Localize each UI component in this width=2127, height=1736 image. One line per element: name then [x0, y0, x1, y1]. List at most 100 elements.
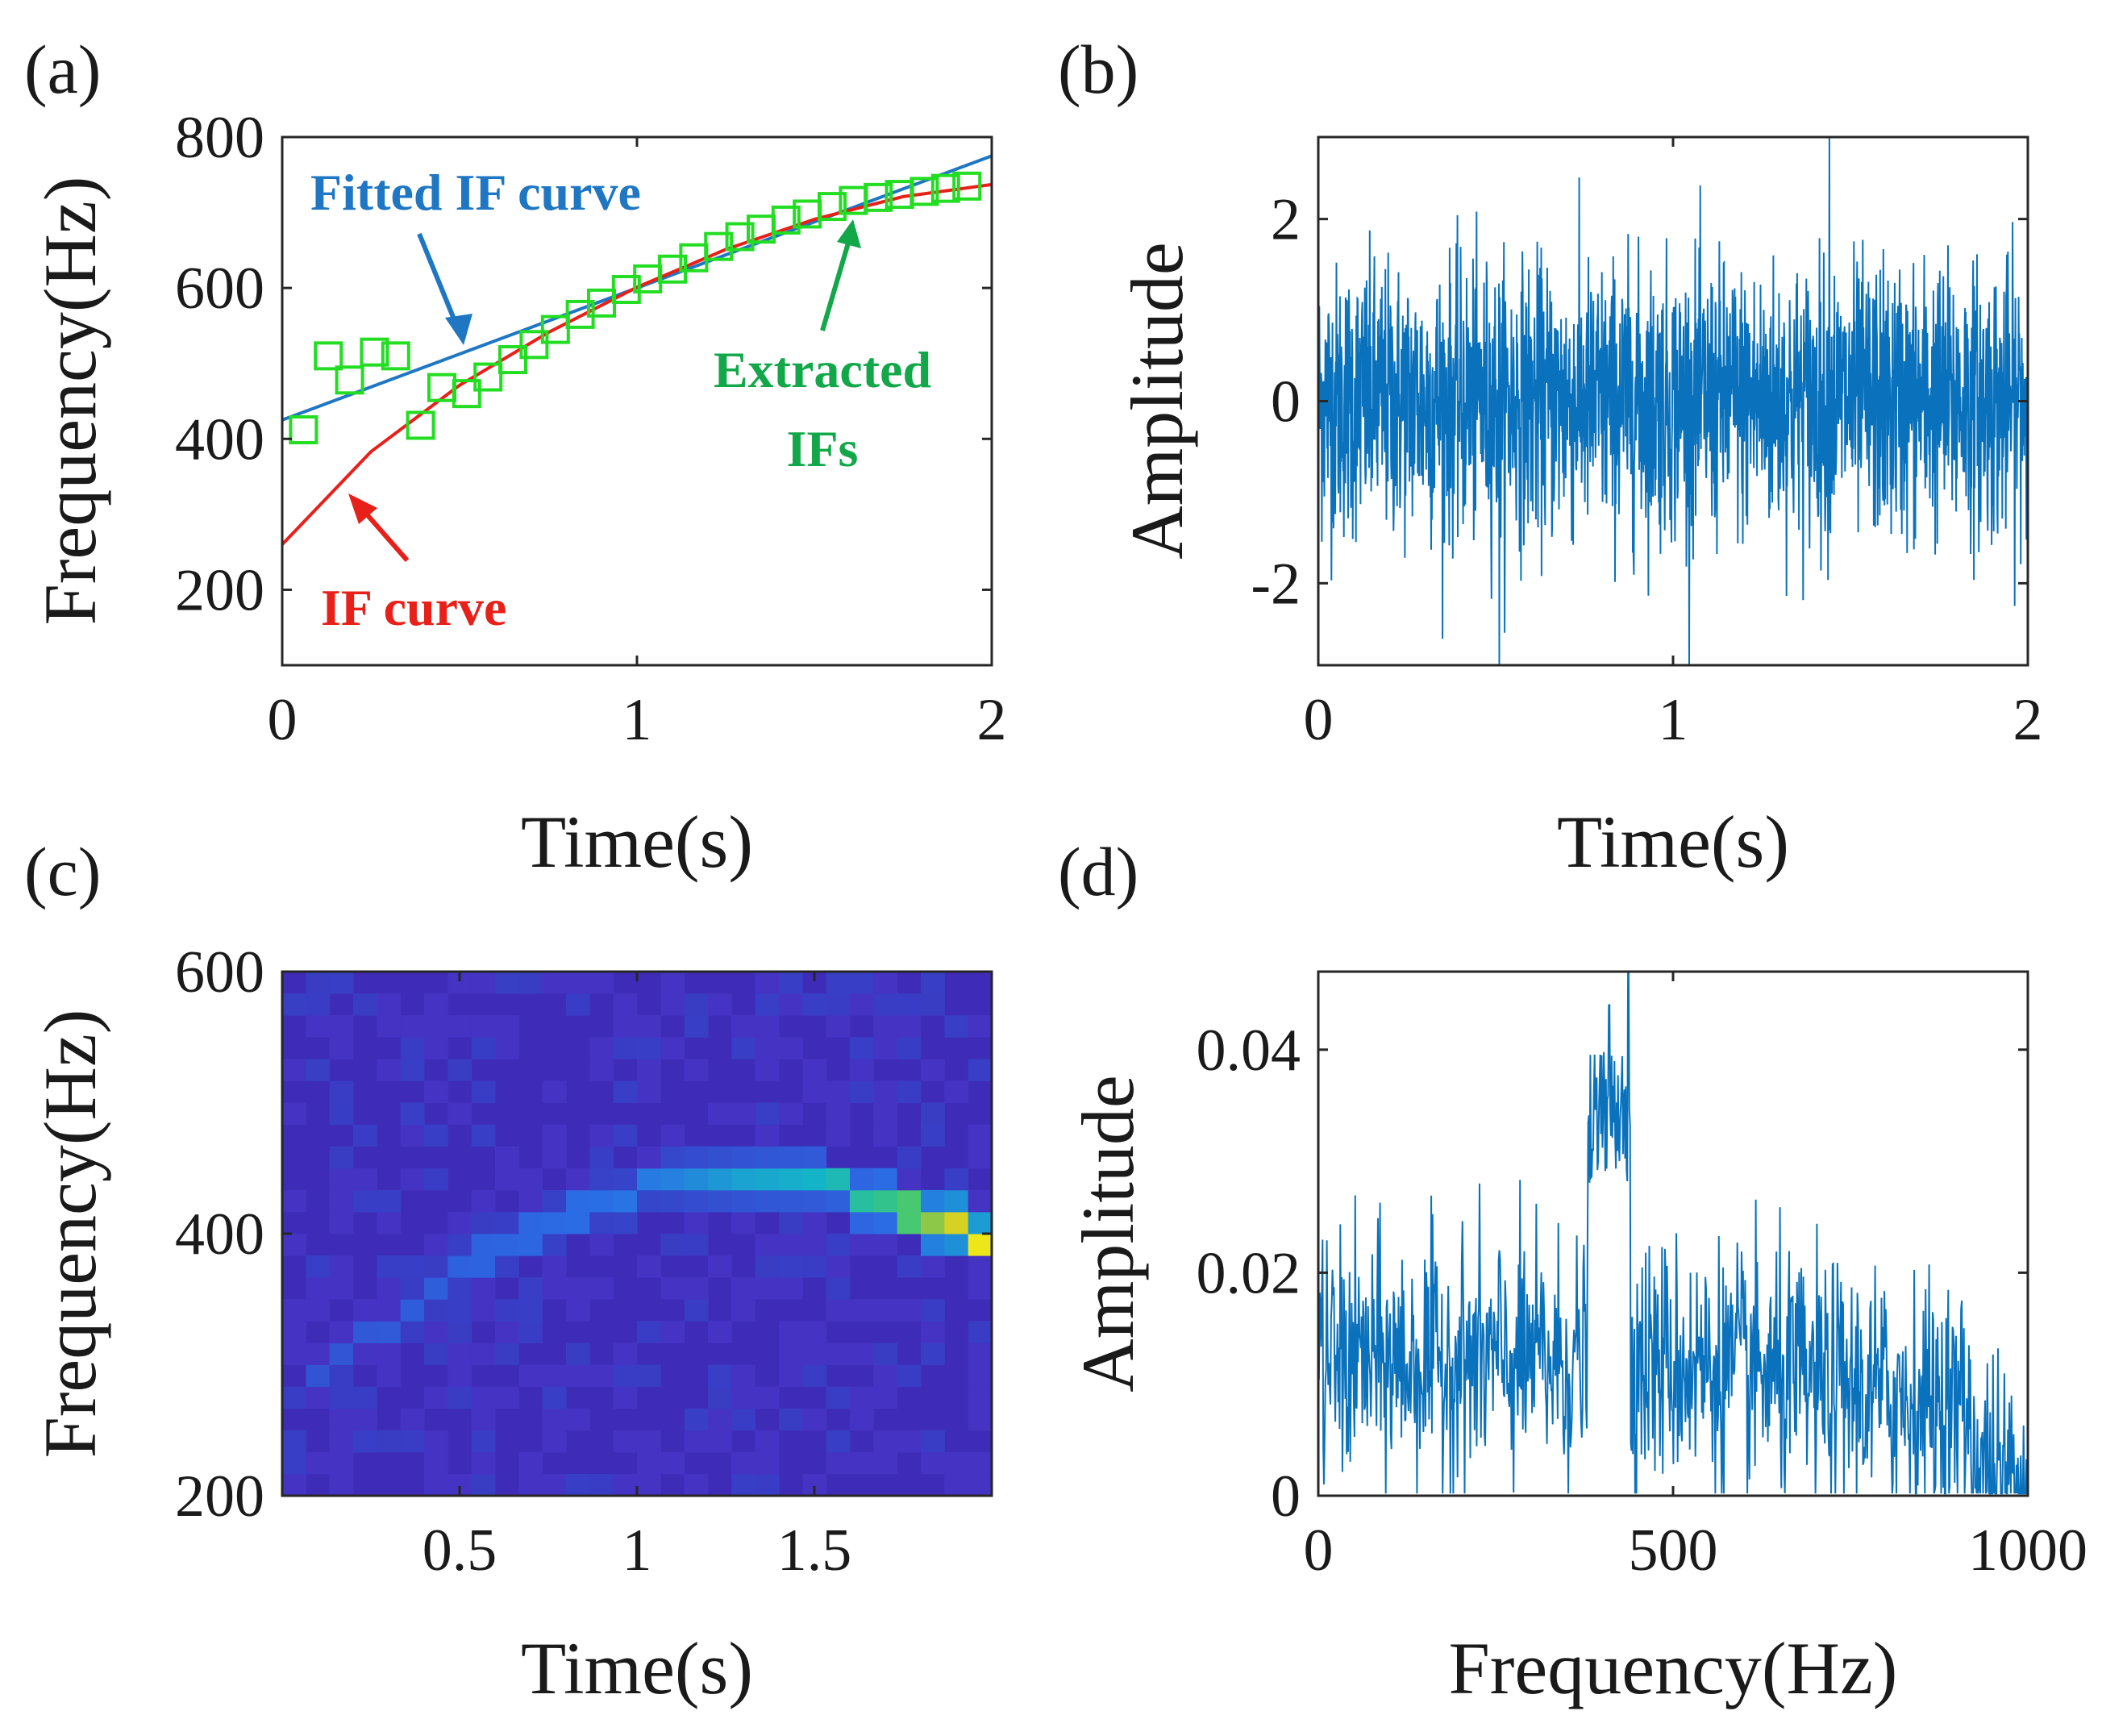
- spectrogram-cell: [589, 1189, 614, 1213]
- spectrogram-cell: [873, 1343, 898, 1365]
- spectrogram-cell: [850, 972, 874, 994]
- spectrogram-cell: [329, 1146, 354, 1169]
- spectrogram-cell: [731, 1386, 756, 1409]
- spectrogram-cell: [755, 1430, 780, 1453]
- spectrogram-cell: [637, 1321, 661, 1343]
- spectrogram-cell: [826, 1168, 851, 1191]
- spectrogram-cell: [779, 1234, 803, 1256]
- spectrogram-cell: [802, 1168, 827, 1191]
- spectrogram-cell: [802, 1059, 827, 1081]
- spectrogram-cell: [377, 1321, 402, 1343]
- spectrogram-cell: [377, 1343, 402, 1365]
- spectrogram-cell: [850, 1211, 874, 1234]
- extracted-if-marker: [360, 337, 389, 367]
- spectrogram-cell: [589, 1277, 614, 1300]
- extracted-if-marker: [406, 410, 435, 440]
- spectrogram-cell: [660, 1168, 685, 1191]
- spectrogram-cell: [944, 1234, 969, 1256]
- spectrogram-cell: [684, 1430, 709, 1453]
- spectrogram-cell: [518, 1277, 543, 1300]
- spectrogram-cell: [708, 993, 732, 1016]
- spectrogram-cell: [755, 1386, 780, 1409]
- spectrogram-cell: [471, 1343, 496, 1365]
- fitted-arrow-shaft: [417, 232, 460, 331]
- panel-a-xlabel: Time(s): [521, 801, 753, 883]
- spectrogram-cell: [660, 1321, 685, 1343]
- spectrogram-cell: [377, 1059, 402, 1081]
- spectrogram-cell: [660, 1277, 685, 1300]
- spectrogram-cell: [447, 1059, 472, 1081]
- spectrogram-cell: [921, 972, 945, 994]
- spectrogram-cell: [850, 1080, 874, 1103]
- spectrogram-cell: [589, 1037, 614, 1060]
- spectrogram-cell: [755, 1451, 780, 1475]
- spectrogram-cell: [921, 1189, 945, 1213]
- panel-a-letter: (a): [24, 31, 101, 108]
- spectrogram-cell: [400, 1015, 425, 1038]
- spectrogram-cell: [566, 1408, 590, 1431]
- spectrogram-cell: [377, 1277, 402, 1300]
- spectrogram-cell: [542, 1473, 567, 1497]
- spectrogram-cell: [944, 1473, 969, 1497]
- spectrogram-cell: [826, 1189, 851, 1213]
- spectrogram-cell: [329, 1102, 354, 1126]
- spectrogram-cell: [377, 1015, 402, 1038]
- panel-a-ylabel: Frequency(Hz): [29, 177, 111, 626]
- spectrogram-cell: [660, 1124, 685, 1147]
- spectrogram-cell: [542, 1277, 567, 1300]
- spectrogram-cell: [873, 1102, 898, 1126]
- spectrogram-cell: [424, 1451, 448, 1475]
- spectrogram-cell: [400, 1168, 425, 1191]
- spectrogram-cell: [471, 972, 496, 994]
- spectrogram-cell: [471, 1124, 496, 1147]
- panel-d-letter: (d): [1058, 833, 1138, 910]
- spectrogram-cell: [495, 1386, 519, 1409]
- spectrogram-cell: [660, 1037, 685, 1060]
- spectrogram-cell: [424, 1277, 448, 1300]
- spectrogram-cell: [518, 1299, 543, 1322]
- spectrogram-cell: [731, 1451, 756, 1475]
- spectrogram-cell: [613, 1080, 638, 1103]
- panel-c-xtick-label: 1: [622, 1517, 652, 1584]
- spectrogram-cell: [731, 1146, 756, 1169]
- spectrogram-cell: [495, 1037, 519, 1060]
- panel-b-xlabel: Time(s): [1557, 801, 1789, 883]
- spectrogram-cell: [968, 1408, 993, 1431]
- spectrogram-cell: [353, 993, 377, 1016]
- spectrogram-cell: [755, 1277, 780, 1300]
- panel-d-xlabel: Frequency(Hz): [1449, 1627, 1898, 1709]
- spectrogram-cell: [897, 1299, 922, 1322]
- spectrogram-cell: [802, 1146, 827, 1169]
- spectrogram-cell: [353, 1386, 377, 1409]
- panel-c-ytick-label: 600: [175, 939, 264, 1005]
- spectrogram-cell: [660, 1451, 685, 1475]
- spectrogram-cell: [518, 1189, 543, 1213]
- spectrogram-cell: [731, 1299, 756, 1322]
- spectrogram-cell: [968, 1255, 993, 1278]
- spectrogram-cell: [873, 1124, 898, 1147]
- spectrogram-cell: [542, 1189, 567, 1213]
- spectrogram-cell: [731, 1364, 756, 1388]
- spectrogram-cell: [471, 1299, 496, 1322]
- spectrogram-cell: [897, 1015, 922, 1038]
- spectrogram-cell: [400, 1255, 425, 1278]
- panel-d-ytick-label: 0.02: [1197, 1240, 1301, 1306]
- spectrogram-cell: [660, 993, 685, 1016]
- spectrogram-cell: [306, 1015, 331, 1038]
- extracted-if-marker: [909, 177, 939, 206]
- spectrogram-cell: [518, 1451, 543, 1475]
- if-arrow-head: [348, 493, 377, 524]
- spectrogram-cell: [282, 1321, 306, 1343]
- spectrogram-cell: [424, 1321, 448, 1343]
- spectrogram-cell: [873, 1299, 898, 1322]
- spectrogram-cell: [684, 993, 709, 1016]
- spectrogram-cell: [353, 1189, 377, 1213]
- spectrogram-cell: [944, 1211, 969, 1234]
- extracted-if-marker: [452, 379, 481, 409]
- spectrogram-cell: [353, 1343, 377, 1365]
- spectrogram-cell: [353, 1408, 377, 1431]
- spectrogram-cell: [802, 1211, 827, 1234]
- spectrogram-cell: [637, 1451, 661, 1475]
- extracted-if-marker: [314, 341, 343, 371]
- spectrogram-cell: [684, 1234, 709, 1256]
